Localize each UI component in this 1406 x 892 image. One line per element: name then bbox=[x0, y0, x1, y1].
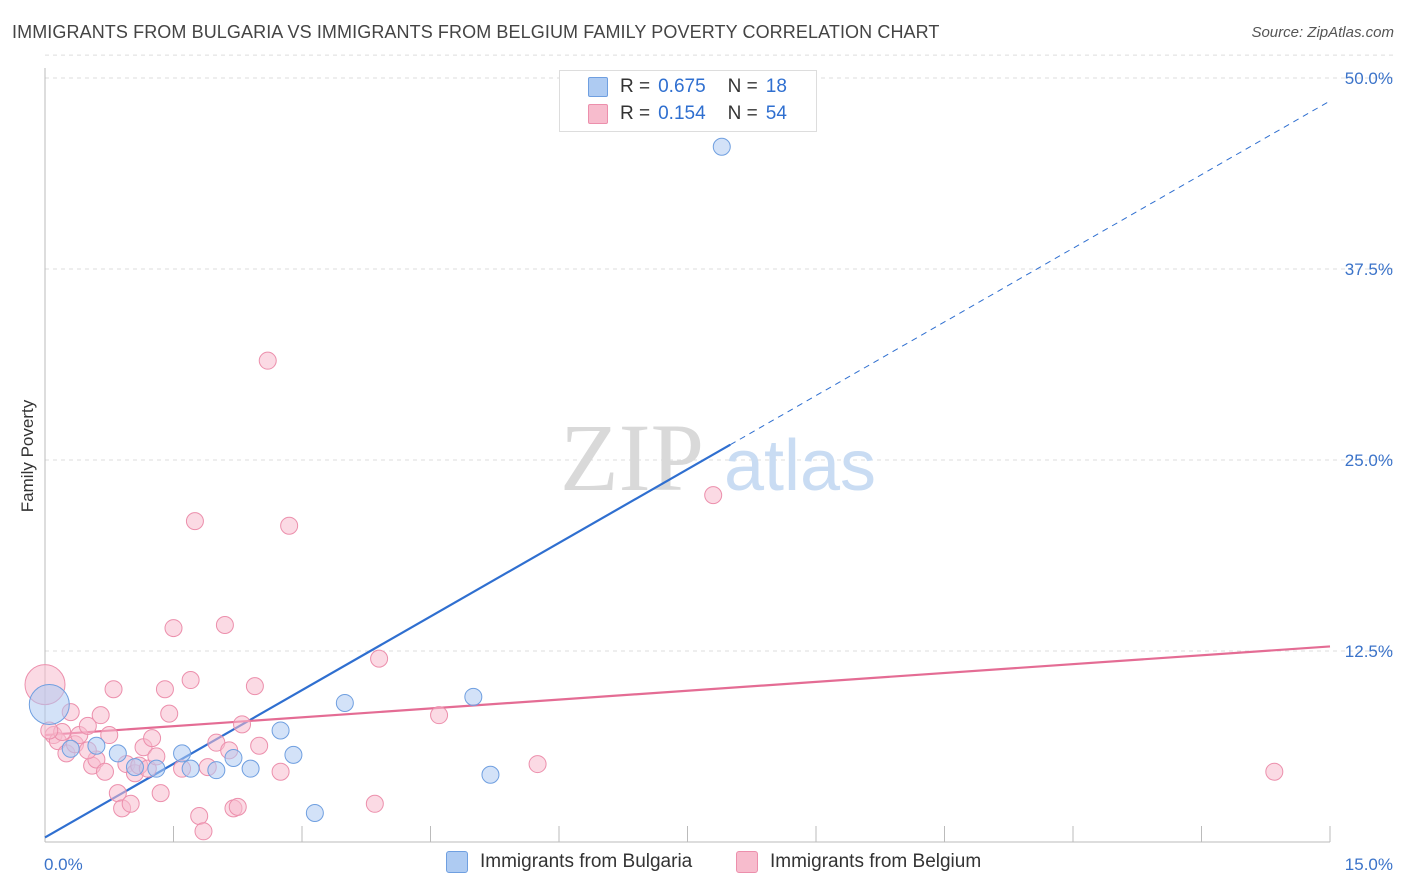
point-bulgaria bbox=[87, 736, 106, 755]
point-belgium bbox=[121, 794, 140, 813]
legend-item-belgium: Immigrants from Belgium bbox=[736, 851, 981, 873]
source-label: Source: ZipAtlas.com bbox=[1251, 24, 1394, 41]
point-belgium bbox=[528, 755, 547, 774]
legend-row-bulgaria: R = 0.675 N = 18 bbox=[560, 74, 787, 100]
watermark-zip: ZIP bbox=[560, 404, 704, 511]
point-belgium bbox=[91, 706, 110, 725]
legend-label-bulgaria: Immigrants from Bulgaria bbox=[480, 851, 693, 872]
series-legend: Immigrants from Bulgaria Immigrants from… bbox=[0, 851, 1406, 879]
legend-swatch-belgium bbox=[736, 851, 758, 873]
point-bulgaria bbox=[481, 765, 500, 784]
legend-n-label: N = bbox=[727, 76, 758, 97]
chart-title: IMMIGRANTS FROM BULGARIA VS IMMIGRANTS F… bbox=[12, 22, 940, 42]
legend-n-label: N = bbox=[727, 103, 758, 124]
x-tick-label: 0.0% bbox=[44, 855, 83, 874]
point-bulgaria bbox=[28, 683, 70, 725]
stats-legend: R = 0.675 N = 18 R = 0.154 N = 54 bbox=[559, 70, 817, 132]
point-belgium bbox=[228, 797, 247, 816]
legend-n-value-bulgaria: 18 bbox=[765, 76, 787, 97]
x-tick-label: 15.0% bbox=[1345, 855, 1393, 874]
legend-n-value-belgium: 54 bbox=[765, 103, 787, 124]
data-points bbox=[24, 137, 1284, 841]
point-belgium bbox=[104, 680, 123, 699]
watermark-atlas: atlas bbox=[724, 426, 876, 506]
point-bulgaria bbox=[335, 693, 354, 712]
trend-line-belgium bbox=[44, 645, 1331, 737]
legend-item-bulgaria: Immigrants from Bulgaria bbox=[446, 851, 692, 873]
point-bulgaria bbox=[241, 759, 260, 778]
legend-r-value-belgium: 0.154 bbox=[658, 103, 706, 124]
y-tick-label: 12.5% bbox=[1345, 642, 1393, 661]
legend-r-label: R = bbox=[620, 103, 651, 124]
legend-label-belgium: Immigrants from Belgium bbox=[770, 851, 982, 872]
trend-line-bulgaria bbox=[44, 443, 731, 839]
point-belgium bbox=[185, 512, 204, 531]
point-belgium bbox=[143, 729, 162, 748]
point-bulgaria bbox=[712, 137, 731, 156]
point-belgium bbox=[194, 822, 213, 841]
legend-r-label: R = bbox=[620, 76, 651, 97]
point-belgium bbox=[271, 762, 290, 781]
point-bulgaria bbox=[173, 744, 192, 763]
point-belgium bbox=[181, 671, 200, 690]
point-bulgaria bbox=[61, 739, 80, 758]
legend-swatch-bulgaria bbox=[446, 851, 468, 873]
legend-swatch-bulgaria bbox=[588, 77, 608, 97]
point-belgium bbox=[250, 736, 269, 755]
point-belgium bbox=[151, 784, 170, 803]
watermark: ZIP atlas bbox=[560, 404, 876, 511]
point-belgium bbox=[100, 726, 119, 745]
point-belgium bbox=[95, 762, 114, 781]
point-belgium bbox=[280, 516, 299, 535]
y-tick-label: 25.0% bbox=[1345, 451, 1393, 470]
legend-swatch-belgium bbox=[588, 104, 608, 124]
point-bulgaria bbox=[125, 758, 144, 777]
legend-r-value-bulgaria: 0.675 bbox=[658, 76, 706, 97]
tick-labels: 12.5% 25.0% 37.5% 50.0% 0.0% 15.0% bbox=[44, 69, 1393, 874]
point-bulgaria bbox=[207, 761, 226, 780]
trend-line-bulgaria-extension bbox=[730, 100, 1331, 446]
point-bulgaria bbox=[305, 803, 324, 822]
point-belgium bbox=[233, 715, 252, 734]
point-bulgaria bbox=[108, 744, 127, 763]
legend-row-belgium: R = 0.154 N = 54 bbox=[560, 101, 787, 127]
point-belgium bbox=[215, 616, 234, 635]
point-belgium bbox=[365, 794, 384, 813]
point-bulgaria bbox=[224, 748, 243, 767]
point-bulgaria bbox=[271, 721, 290, 740]
point-belgium bbox=[190, 807, 209, 826]
y-tick-label: 50.0% bbox=[1345, 69, 1393, 88]
y-tick-label: 37.5% bbox=[1345, 260, 1393, 279]
point-bulgaria bbox=[284, 745, 303, 764]
point-bulgaria bbox=[147, 759, 166, 778]
point-belgium bbox=[245, 677, 264, 696]
point-belgium bbox=[258, 351, 277, 370]
point-belgium bbox=[78, 716, 97, 735]
point-belgium bbox=[1265, 762, 1284, 781]
point-belgium bbox=[370, 649, 389, 668]
point-bulgaria bbox=[464, 687, 483, 706]
point-bulgaria bbox=[181, 759, 200, 778]
point-belgium bbox=[155, 680, 174, 699]
point-belgium bbox=[430, 706, 449, 725]
point-belgium bbox=[704, 486, 723, 505]
point-belgium bbox=[164, 619, 183, 638]
point-belgium bbox=[160, 704, 179, 723]
